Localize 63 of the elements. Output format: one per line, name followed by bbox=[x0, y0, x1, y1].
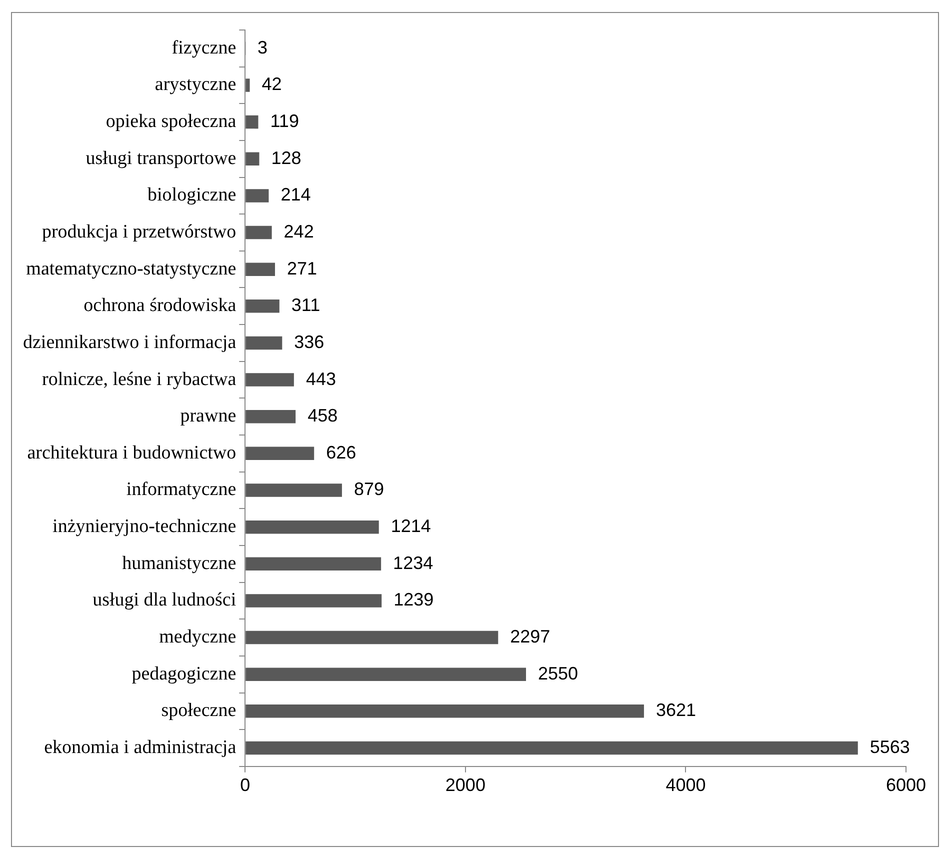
bar bbox=[246, 152, 260, 166]
bar bbox=[246, 446, 314, 460]
bar bbox=[246, 741, 858, 755]
data-label: 443 bbox=[306, 368, 336, 389]
bar bbox=[246, 704, 644, 718]
data-label: 271 bbox=[286, 258, 318, 278]
bar bbox=[246, 484, 342, 497]
bar bbox=[246, 520, 379, 534]
data-label: 3 bbox=[257, 37, 268, 58]
data-label: 458 bbox=[308, 406, 338, 426]
bar bbox=[246, 557, 382, 571]
y-tick-label: rolnicze, leśne i rybactwa bbox=[42, 368, 237, 390]
y-tick-label: matematyczno-statystyczne bbox=[26, 258, 236, 280]
x-tick-label: 2000 bbox=[445, 775, 486, 796]
y-tick-label: humanistyczne bbox=[122, 552, 236, 574]
data-label: 311 bbox=[291, 295, 320, 316]
bar bbox=[246, 594, 382, 608]
y-tick-label: biologiczne bbox=[148, 184, 236, 206]
y-tick-label: ekonomia i administracja bbox=[44, 736, 237, 758]
y-tick-label: medyczne bbox=[159, 626, 236, 648]
bar bbox=[246, 668, 526, 681]
bar bbox=[246, 115, 258, 129]
y-tick-label: pedagogiczne bbox=[132, 663, 236, 684]
y-tick-label: arystyczne bbox=[154, 74, 236, 96]
bar bbox=[246, 262, 275, 276]
bar bbox=[246, 226, 272, 240]
data-label: 1214 bbox=[390, 516, 431, 536]
data-label: 1239 bbox=[394, 590, 434, 610]
y-tick-label: informatyczne bbox=[126, 479, 236, 500]
bar bbox=[246, 630, 498, 644]
bar bbox=[246, 410, 296, 424]
y-tick-label: dziennikarstwo i informacja bbox=[22, 332, 237, 353]
data-label: 626 bbox=[326, 442, 356, 462]
y-tick-label: usługi dla ludności bbox=[92, 590, 236, 611]
data-label: 128 bbox=[271, 148, 302, 168]
y-tick-label: prawne bbox=[180, 406, 236, 427]
y-tick-label: społeczne bbox=[161, 700, 236, 722]
data-label: 2550 bbox=[538, 663, 578, 684]
data-label: 5563 bbox=[870, 736, 910, 757]
x-tick-label: 6000 bbox=[886, 775, 926, 796]
bar bbox=[246, 373, 294, 386]
y-tick-label: usługi transportowe bbox=[86, 148, 236, 169]
y-tick-label: ochrona środowiska bbox=[84, 295, 237, 316]
data-label: 214 bbox=[280, 184, 311, 205]
data-label: 1234 bbox=[393, 552, 434, 573]
y-tick-label: architektura i budownictwo bbox=[27, 442, 236, 464]
y-tick-label: fizyczne bbox=[172, 37, 236, 58]
bar bbox=[246, 189, 269, 202]
data-label: 42 bbox=[262, 74, 282, 94]
x-tick-label: 4000 bbox=[666, 775, 706, 796]
data-label: 879 bbox=[354, 479, 384, 500]
y-tick-label: inżynieryjno-techniczne bbox=[52, 516, 236, 538]
bar bbox=[246, 78, 250, 92]
data-label: 336 bbox=[294, 332, 324, 352]
y-tick-label: opieka społeczna bbox=[106, 111, 237, 132]
bar bbox=[246, 300, 280, 313]
data-label: 2297 bbox=[510, 626, 550, 646]
bar bbox=[246, 336, 282, 350]
data-label: 3621 bbox=[656, 700, 696, 720]
data-label: 119 bbox=[270, 111, 299, 132]
data-label: 242 bbox=[284, 221, 314, 242]
y-tick-label: produkcja i przetwórstwo bbox=[42, 221, 236, 242]
x-tick-label: 0 bbox=[240, 775, 250, 796]
